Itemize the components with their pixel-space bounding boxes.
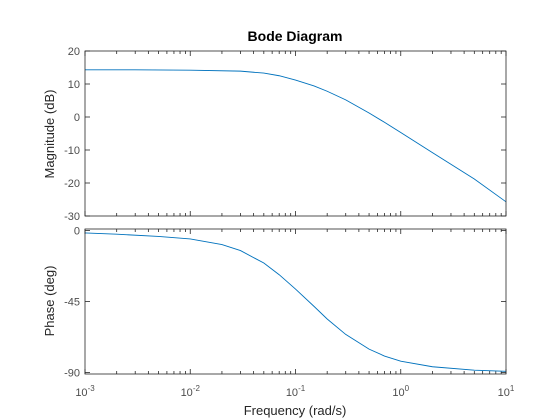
x-tick-label-base: 10 bbox=[286, 387, 298, 399]
x-tick-label-base: 10 bbox=[181, 387, 193, 399]
x-tick-label: 10-1 bbox=[286, 384, 306, 399]
x-tick-label: 10-2 bbox=[181, 384, 201, 399]
x-tick-label-exponent: -1 bbox=[298, 384, 306, 393]
phase-y-tick-label: 0 bbox=[74, 226, 80, 238]
x-tick-label-exponent: -3 bbox=[88, 384, 96, 393]
magnitude-y-tick-label: 20 bbox=[68, 46, 80, 58]
x-tick-label: 100 bbox=[392, 384, 409, 399]
magnitude-axes: 20 10 0 -10 -20 -30 bbox=[64, 46, 507, 223]
phase-y-tick-label: -45 bbox=[64, 297, 80, 309]
magnitude-y-tick-label: -10 bbox=[64, 145, 80, 157]
x-tick-label-exponent: 1 bbox=[510, 384, 515, 393]
magnitude-y-tick-label: -20 bbox=[64, 178, 80, 190]
magnitude-y-axis-label: Magnitude (dB) bbox=[42, 90, 57, 179]
x-axis-label: Frequency (rad/s) bbox=[244, 403, 347, 418]
x-tick-label-base: 10 bbox=[392, 387, 404, 399]
magnitude-y-tick-label: -30 bbox=[64, 211, 80, 223]
x-tick-label: 10-3 bbox=[75, 384, 95, 399]
magnitude-plot-area bbox=[85, 51, 506, 216]
magnitude-series-line bbox=[85, 69, 507, 203]
magnitude-y-tick-label: 10 bbox=[68, 79, 80, 91]
phase-series-line bbox=[84, 232, 507, 372]
x-tick-label-base: 10 bbox=[75, 387, 87, 399]
x-tick-label-exponent: 0 bbox=[405, 384, 410, 393]
x-tick-label-exponent: -2 bbox=[193, 384, 201, 393]
phase-axes-box bbox=[84, 228, 507, 375]
chart-title: Bode Diagram bbox=[248, 28, 343, 44]
x-tick-label: 101 bbox=[498, 384, 515, 399]
magnitude-y-tick-label: 0 bbox=[74, 112, 80, 124]
x-tick-label-base: 10 bbox=[498, 387, 510, 399]
phase-y-axis-label: Phase (deg) bbox=[42, 266, 57, 337]
phase-y-tick-label: -90 bbox=[64, 367, 80, 379]
magnitude-axes-box bbox=[84, 50, 507, 217]
phase-plot-area bbox=[85, 229, 506, 374]
